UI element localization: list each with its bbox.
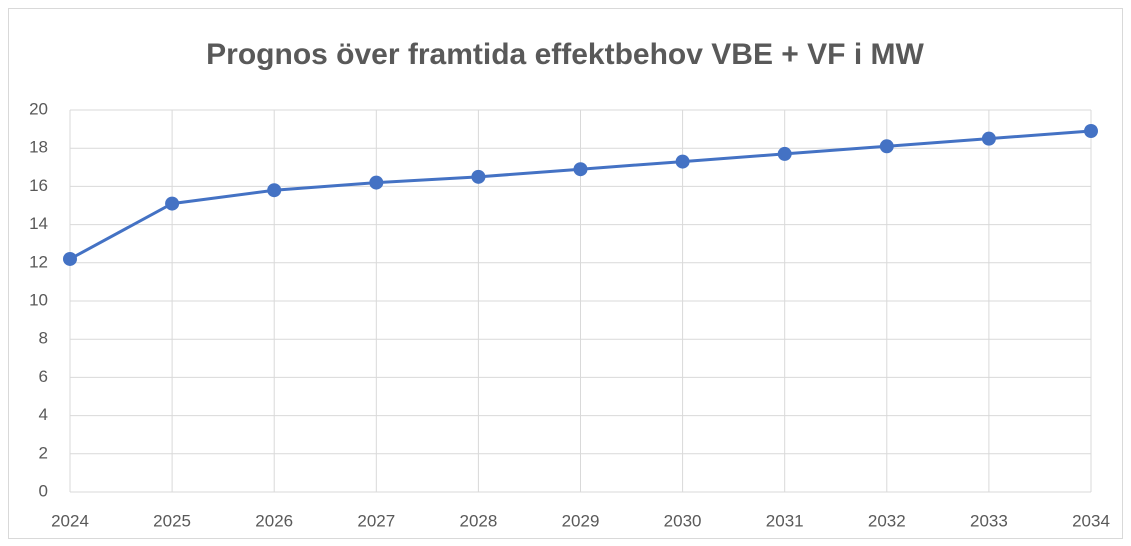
chart-border [8, 8, 1123, 539]
x-tick-label: 2031 [766, 511, 804, 530]
y-tick-label: 16 [29, 176, 48, 195]
y-tick-label: 20 [29, 99, 48, 118]
y-tick-label: 0 [39, 481, 48, 500]
data-point [879, 139, 894, 154]
x-tick-label: 2026 [255, 511, 293, 530]
data-point [777, 146, 792, 161]
x-tick-label: 2025 [153, 511, 191, 530]
y-tick-label: 14 [29, 214, 48, 233]
data-point [981, 131, 996, 146]
chart-title: Prognos över framtida effektbehov VBE + … [206, 38, 924, 71]
y-tick-label: 2 [39, 443, 48, 462]
data-point [165, 196, 180, 211]
x-tick-label: 2029 [562, 511, 600, 530]
data-point [369, 175, 384, 190]
data-point [1084, 124, 1098, 139]
x-tick-label: 2034 [1072, 511, 1110, 530]
x-tick-label: 2024 [51, 511, 89, 530]
x-tick-label: 2028 [459, 511, 497, 530]
data-point [267, 183, 282, 198]
data-point [573, 162, 588, 177]
x-tick-label: 2030 [664, 511, 702, 530]
y-tick-label: 10 [29, 290, 48, 309]
y-tick-label: 18 [29, 138, 48, 157]
data-point [675, 154, 690, 169]
data-point [471, 169, 486, 184]
y-tick-label: 6 [39, 367, 48, 386]
x-tick-label: 2032 [868, 511, 906, 530]
data-point [63, 251, 77, 266]
x-tick-label: 2033 [970, 511, 1008, 530]
x-tick-label: 2027 [357, 511, 395, 530]
y-tick-label: 4 [39, 405, 48, 424]
y-tick-label: 12 [29, 252, 48, 271]
y-tick-label: 8 [39, 329, 48, 348]
